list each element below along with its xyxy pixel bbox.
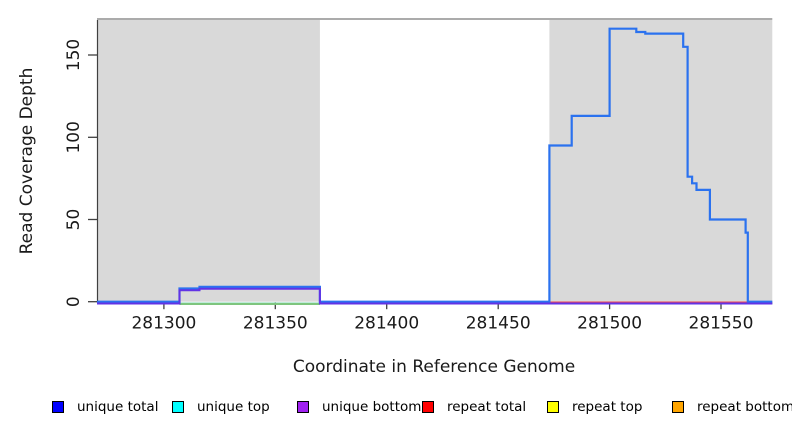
x-tick-label: 281550: [689, 314, 754, 334]
legend-item-unique-top: unique top: [172, 399, 297, 415]
legend-label: unique total: [77, 399, 159, 415]
x-tick-label: 281300: [131, 314, 196, 334]
legend-label: unique top: [197, 399, 270, 415]
legend: unique total unique top unique bottom re…: [52, 399, 792, 415]
x-tick-label: 281450: [466, 314, 531, 334]
legend-swatch-unique-total: [52, 401, 64, 413]
legend-swatch-unique-top: [172, 401, 184, 413]
legend-swatch-repeat-total: [422, 401, 434, 413]
legend-item-repeat-bottom: repeat bottom: [672, 399, 792, 415]
y-tick-label: 0: [64, 296, 84, 307]
legend-label: repeat bottom: [697, 399, 792, 415]
plot-layers: 0 50 100 150 281300 281350 281400 281450 281500 2…: [64, 18, 773, 334]
repeat-region-shade: [97, 20, 320, 302]
x-tick-label: 281500: [577, 314, 642, 334]
legend-swatch-repeat-bottom: [672, 401, 684, 413]
x-tick-label: 281400: [354, 314, 419, 334]
repeat-region-shade: [549, 20, 773, 302]
legend-item-repeat-top: repeat top: [547, 399, 672, 415]
legend-item-unique-bottom: unique bottom: [297, 399, 422, 415]
y-tick-label: 50: [64, 209, 84, 231]
legend-label: unique bottom: [322, 399, 422, 415]
y-axis-label: Read Coverage Depth: [17, 68, 37, 255]
legend-swatch-unique-bottom: [297, 401, 309, 413]
coverage-chart: 0 50 100 150 281300 281350 281400 281450 281500 2…: [17, 18, 773, 377]
legend-item-unique-total: unique total: [52, 399, 172, 415]
legend-item-repeat-total: repeat total: [422, 399, 547, 415]
y-tick-label: 100: [64, 121, 84, 153]
unique-bottom-line: [97, 287, 773, 305]
x-axis-label: Coordinate in Reference Genome: [293, 357, 575, 377]
legend-swatch-repeat-top: [547, 401, 559, 413]
legend-label: repeat top: [572, 399, 643, 415]
y-tick-label: 150: [64, 39, 84, 71]
x-tick-label: 281350: [243, 314, 308, 334]
legend-label: repeat total: [447, 399, 527, 415]
